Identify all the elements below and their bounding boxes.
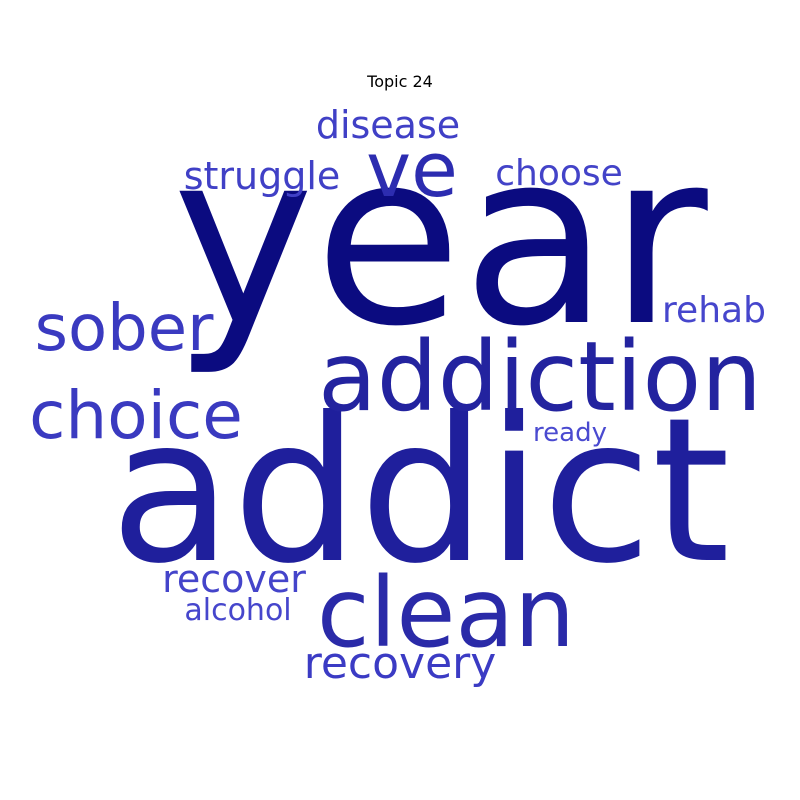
word-rehab: rehab (662, 290, 766, 331)
word-recover: recover (162, 557, 306, 601)
word-disease: disease (316, 103, 460, 147)
word-year: year (172, 99, 708, 379)
word-ve: ve (366, 125, 458, 214)
word-recovery: recovery (304, 638, 497, 689)
word-addict: addict (110, 375, 730, 608)
word-addiction: addiction (318, 321, 762, 433)
word-struggle: struggle (184, 154, 341, 198)
chart-title: Topic 24 (367, 72, 433, 91)
word-sober: sober (35, 292, 215, 366)
word-alcohol: alcohol (184, 593, 291, 628)
word-ready: ready (533, 418, 607, 448)
word-choose: choose (495, 153, 623, 194)
word-choice: choice (29, 377, 243, 454)
word-clean: clean (317, 557, 575, 669)
